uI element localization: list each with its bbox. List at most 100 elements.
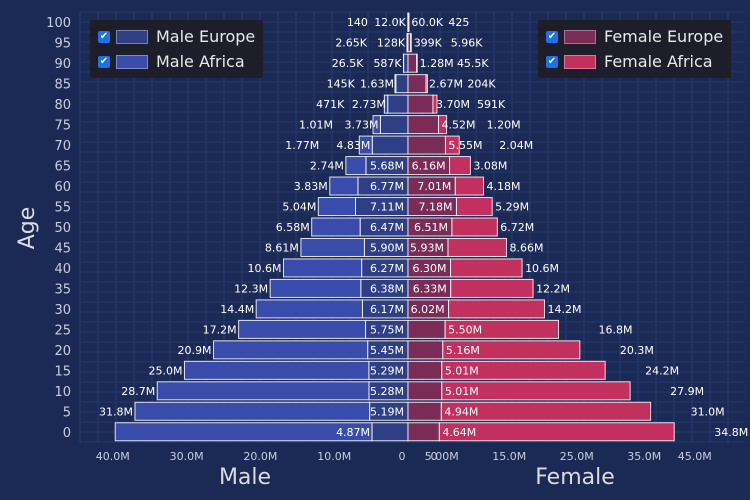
bar-male-africa	[269, 278, 362, 298]
x-tick-label-right: 35.0M	[627, 450, 661, 463]
bar-label-female-europe: 5.01M	[445, 385, 479, 398]
bar-label-male-africa: 31.8M	[99, 405, 133, 418]
bar-label-female-europe: 3.70M	[436, 98, 470, 111]
bar-label-male-europe: 128K	[377, 37, 406, 50]
bar-female-africa	[441, 360, 606, 380]
bar-label-male-europe: 6.17M	[370, 303, 404, 316]
bar-female-africa	[450, 278, 534, 298]
y-axis-title: Age	[15, 207, 40, 250]
legend-label-female-africa: Female Africa	[604, 52, 713, 71]
bar-label-male-africa: 145K	[327, 78, 356, 91]
bar-male-africa	[345, 156, 367, 176]
legend-female: ✔ Female Europe ✔ Female Africa	[538, 20, 732, 78]
bar-label-female-europe: 4.64M	[442, 426, 476, 439]
y-tick-label: 30	[54, 303, 71, 318]
bar-label-male-europe: 5.45M	[370, 344, 404, 357]
legend-item-male-africa[interactable]: ✔ Male Africa	[98, 49, 255, 74]
y-tick-label: 75	[54, 119, 71, 134]
checkbox-female-europe[interactable]: ✔	[546, 30, 558, 43]
bar-label-female-europe: 2.67M	[429, 78, 463, 91]
legend-male: ✔ Male Europe ✔ Male Africa	[90, 20, 264, 78]
bar-female-europe	[407, 340, 444, 360]
y-tick-label: 85	[54, 78, 71, 93]
bar-male-europe	[387, 94, 409, 114]
x-tick-label-right: 45.0M	[678, 450, 712, 463]
bar-female-europe	[407, 53, 418, 73]
bar-label-female-africa: 5.96K	[451, 37, 483, 50]
bar-label-male-europe: 5.90M	[370, 241, 404, 254]
checkbox-male-europe[interactable]: ✔	[98, 30, 110, 43]
bar-label-female-europe: 7.01M	[417, 180, 451, 193]
legend-item-female-europe[interactable]: ✔ Female Europe	[546, 24, 723, 49]
bar-label-female-europe: 5.01M	[445, 364, 479, 377]
bar-label-female-africa: 1.20M	[487, 119, 521, 132]
bar-female-africa	[447, 237, 507, 257]
bar-male-africa	[329, 176, 359, 196]
y-tick-label: 60	[54, 180, 71, 195]
bar-label-male-europe: 5.28M	[370, 385, 404, 398]
bar-label-female-africa: 425	[448, 16, 469, 29]
bar-label-male-africa: 20.9M	[178, 344, 212, 357]
bars	[114, 12, 675, 442]
bar-female-africa	[448, 299, 545, 319]
bar-label-female-africa: 204K	[467, 78, 496, 91]
bar-label-male-africa: 3.83M	[294, 180, 328, 193]
bar-label-male-europe: 6.77M	[370, 180, 404, 193]
bar-female-europe	[407, 319, 446, 339]
bar-male-africa	[317, 197, 357, 217]
legend-label-female-europe: Female Europe	[604, 27, 724, 46]
bar-label-female-africa: 16.8M	[599, 323, 633, 336]
bar-male-africa	[114, 422, 373, 442]
y-tick-label: 50	[54, 221, 71, 236]
bar-label-female-africa: 2.04M	[499, 139, 533, 152]
bar-label-male-africa: 10.6M	[248, 262, 282, 275]
bar-label-female-africa: 34.8M	[714, 426, 748, 439]
checkbox-male-africa[interactable]: ✔	[98, 55, 110, 68]
y-tick-label: 90	[54, 57, 71, 72]
bar-label-female-africa: 14.2M	[547, 303, 581, 316]
bar-label-male-europe: 6.47M	[370, 221, 404, 234]
bar-label-male-africa: 471K	[316, 98, 345, 111]
bar-label-male-europe: 5.19M	[370, 405, 404, 418]
checkbox-female-africa[interactable]: ✔	[546, 55, 558, 68]
swatch-male-europe	[116, 29, 148, 44]
bar-female-africa	[438, 422, 675, 442]
y-tick-label: 10	[54, 385, 71, 400]
bar-female-africa	[416, 53, 418, 73]
legend-label-male-africa: Male Africa	[156, 52, 245, 71]
bar-label-male-europe: 5.29M	[370, 364, 404, 377]
bar-female-africa	[442, 340, 581, 360]
legend-item-female-africa[interactable]: ✔ Female Africa	[546, 49, 723, 74]
y-tick-label: 55	[54, 201, 71, 216]
bar-label-male-africa: 12.3M	[234, 282, 268, 295]
x-tick-label-right: 25.0M	[560, 450, 594, 463]
y-tick-label: 20	[54, 344, 71, 359]
x-tick-label-right: 15.0M	[492, 450, 526, 463]
y-tick-label: 15	[54, 364, 71, 379]
bar-label-male-africa: 1.01M	[299, 119, 333, 132]
x-tick-label-left: 0	[399, 450, 406, 463]
bar-label-male-africa: 8.61M	[265, 241, 299, 254]
bar-female-africa	[444, 319, 560, 339]
bar-label-female-africa: 8.66M	[509, 241, 543, 254]
bar-label-male-africa: 26.5K	[332, 57, 364, 70]
bar-female-europe	[407, 401, 442, 421]
bar-female-africa	[451, 217, 498, 237]
bar-label-female-africa: 45.5K	[457, 57, 489, 70]
bar-label-female-europe: 4.52M	[442, 119, 476, 132]
bar-label-male-africa: 5.04M	[282, 201, 316, 214]
bar-label-female-africa: 24.2M	[645, 364, 679, 377]
y-tick-label: 40	[54, 262, 71, 277]
bar-label-male-europe: 12.0K	[374, 16, 406, 29]
bar-labels: 4.87M 4.64M 34.8M 5.19M 31.8M 4.94M 31.0M 5.28M…	[99, 16, 748, 439]
bar-label-female-africa: 5.29M	[495, 201, 529, 214]
bar-label-female-europe: 6.30M	[413, 262, 447, 275]
bar-female-africa	[407, 12, 410, 32]
legend-item-male-europe[interactable]: ✔ Male Europe	[98, 24, 255, 49]
bar-male-africa	[134, 401, 371, 421]
bar-male-africa	[238, 319, 367, 339]
bar-female-africa	[432, 94, 438, 114]
bar-female-europe	[407, 360, 443, 380]
x-tick-label-right: 0	[431, 450, 438, 463]
bar-female-africa	[455, 197, 493, 217]
